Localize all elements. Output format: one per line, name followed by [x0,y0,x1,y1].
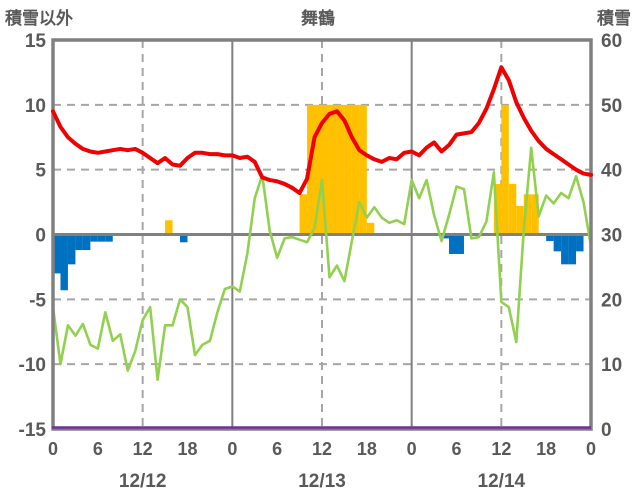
orange-bar [508,183,517,235]
right-axis-tick-label: 50 [601,96,622,117]
x-axis-date-label: 12/12 [119,471,167,492]
left-axis-tick-label: -10 [19,355,46,376]
red-line [51,65,593,196]
blue-bar [553,234,562,252]
x-axis-date-label: 12/13 [298,471,346,492]
blue-bar [456,234,464,254]
right-axis-title: 積雪 [597,9,631,28]
left-axis-title: 積雪以外 [5,9,73,28]
blue-bar [90,234,98,242]
orange-bar [165,220,173,235]
orange-bar [307,104,315,235]
right-axis-tick-label: 60 [601,31,622,52]
x-axis-hour-label: 18 [177,439,197,459]
blue-bar [53,234,61,274]
blue-bar [561,234,569,265]
x-axis-hour-label: 0 [227,439,237,459]
x-axis-hour-label: 6 [451,439,461,459]
x-axis-hour-label: 6 [272,439,282,459]
x-axis-hour-label: 0 [586,439,596,459]
x-axis-hour-label: 6 [93,439,103,459]
left-axis-tick-label: 0 [35,226,46,247]
blue-bar [576,234,584,252]
orange-bar [531,194,539,235]
right-axis-tick-label: 40 [601,161,622,182]
blue-bar [67,234,76,265]
left-axis-tick-label: -5 [29,290,46,311]
right-axis-tick-label: 20 [601,290,622,311]
left-axis-tick-label: -15 [19,420,47,441]
orange-bar [329,104,337,235]
x-axis-hour-label: 12 [312,439,332,459]
right-axis-tick-label: 30 [601,226,622,247]
orange-bar [501,104,509,235]
orange-bar [344,104,352,235]
x-axis-date-label: 12/14 [478,471,526,492]
orange-bar [351,104,360,235]
green-line [51,146,593,382]
x-axis-hour-label: 18 [357,439,377,459]
blue-bar [180,234,188,243]
blue-bar [105,234,113,242]
orange-bar [336,104,345,235]
x-axis-hour-label: 12 [133,439,153,459]
orange-bar [366,222,375,235]
orange-bar [493,183,502,235]
blue-bar [568,234,577,265]
blue-bar [82,234,91,251]
x-axis-hour-label: 0 [407,439,417,459]
x-axis-hour-label: 12 [491,439,511,459]
orange-bar [299,194,308,235]
left-axis-tick-label: 15 [25,31,47,52]
blue-bar [60,234,68,291]
orange-bar [322,104,330,235]
orange-bar [523,194,532,235]
plot-border [51,38,593,431]
blue-bar [97,234,106,242]
right-axis-tick-label: 0 [601,420,612,441]
chart-title: 舞鶴 [301,9,335,28]
blue-bar [441,234,450,239]
orange-bar [314,104,322,235]
blue-bar [449,234,457,254]
blue-bar [546,234,554,241]
blue-bar [75,234,83,251]
x-axis-hour-label: 0 [48,439,58,459]
right-axis-tick-label: 10 [601,355,622,376]
x-axis-hour-label: 18 [536,439,556,459]
orange-bar [359,104,367,235]
left-axis-tick-label: 10 [25,96,46,117]
orange-bar [516,205,524,235]
left-axis-tick-label: 5 [35,161,46,182]
